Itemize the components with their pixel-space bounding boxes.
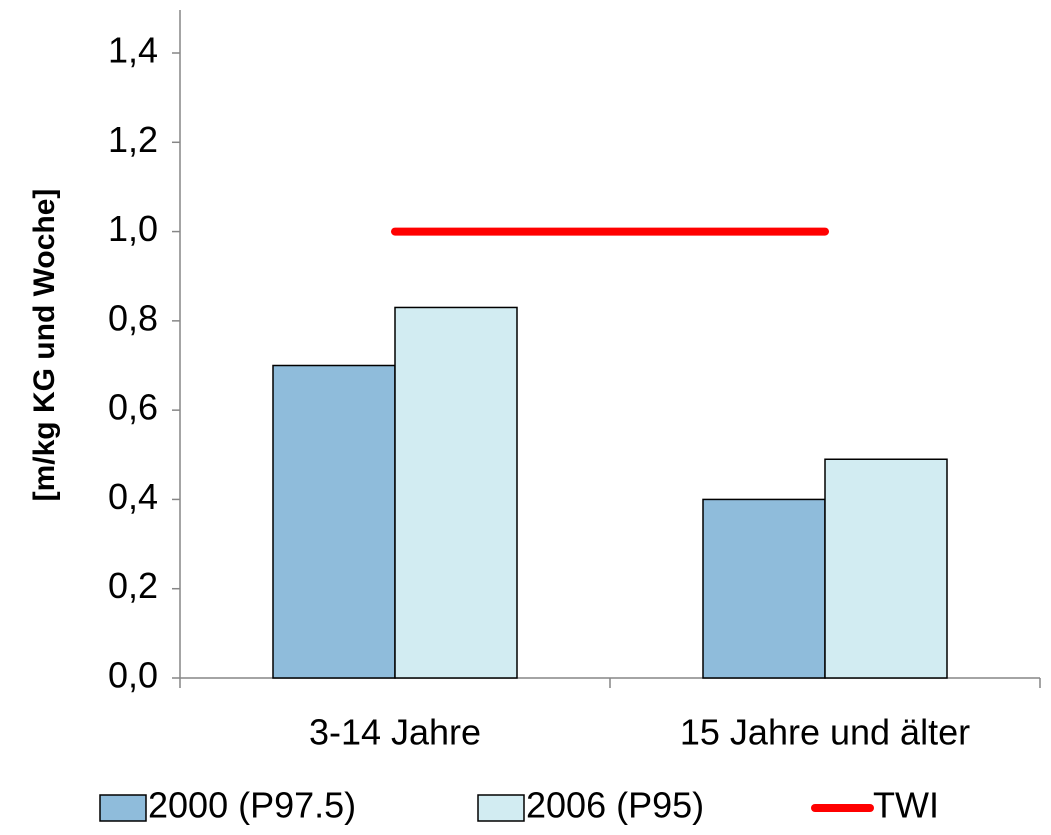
y-tick-label: 1,4 — [108, 30, 158, 71]
legend-swatch — [477, 794, 525, 822]
bar — [702, 498, 826, 679]
y-tick-label: 0,2 — [108, 565, 158, 606]
y-tick-label: 0,4 — [108, 476, 158, 517]
legend-swatch — [99, 794, 147, 822]
y-tick-label: 0,6 — [108, 387, 158, 428]
y-tick-label: 1,2 — [108, 119, 158, 160]
y-axis-title: [m/kg KG und Woche] — [28, 189, 61, 502]
legend-label: TWI — [873, 785, 939, 826]
bar — [394, 306, 518, 679]
y-tick-label: 0,0 — [108, 655, 158, 696]
bar — [272, 364, 396, 679]
x-tick-label: 15 Jahre und älter — [680, 712, 970, 753]
x-tick-label: 3-14 Jahre — [309, 712, 481, 753]
legend-label: 2000 (P97.5) — [148, 785, 356, 826]
y-tick-label: 0,8 — [108, 297, 158, 338]
y-tick-label: 1,0 — [108, 208, 158, 249]
legend-label: 2006 (P95) — [526, 785, 704, 826]
bar — [824, 458, 948, 679]
